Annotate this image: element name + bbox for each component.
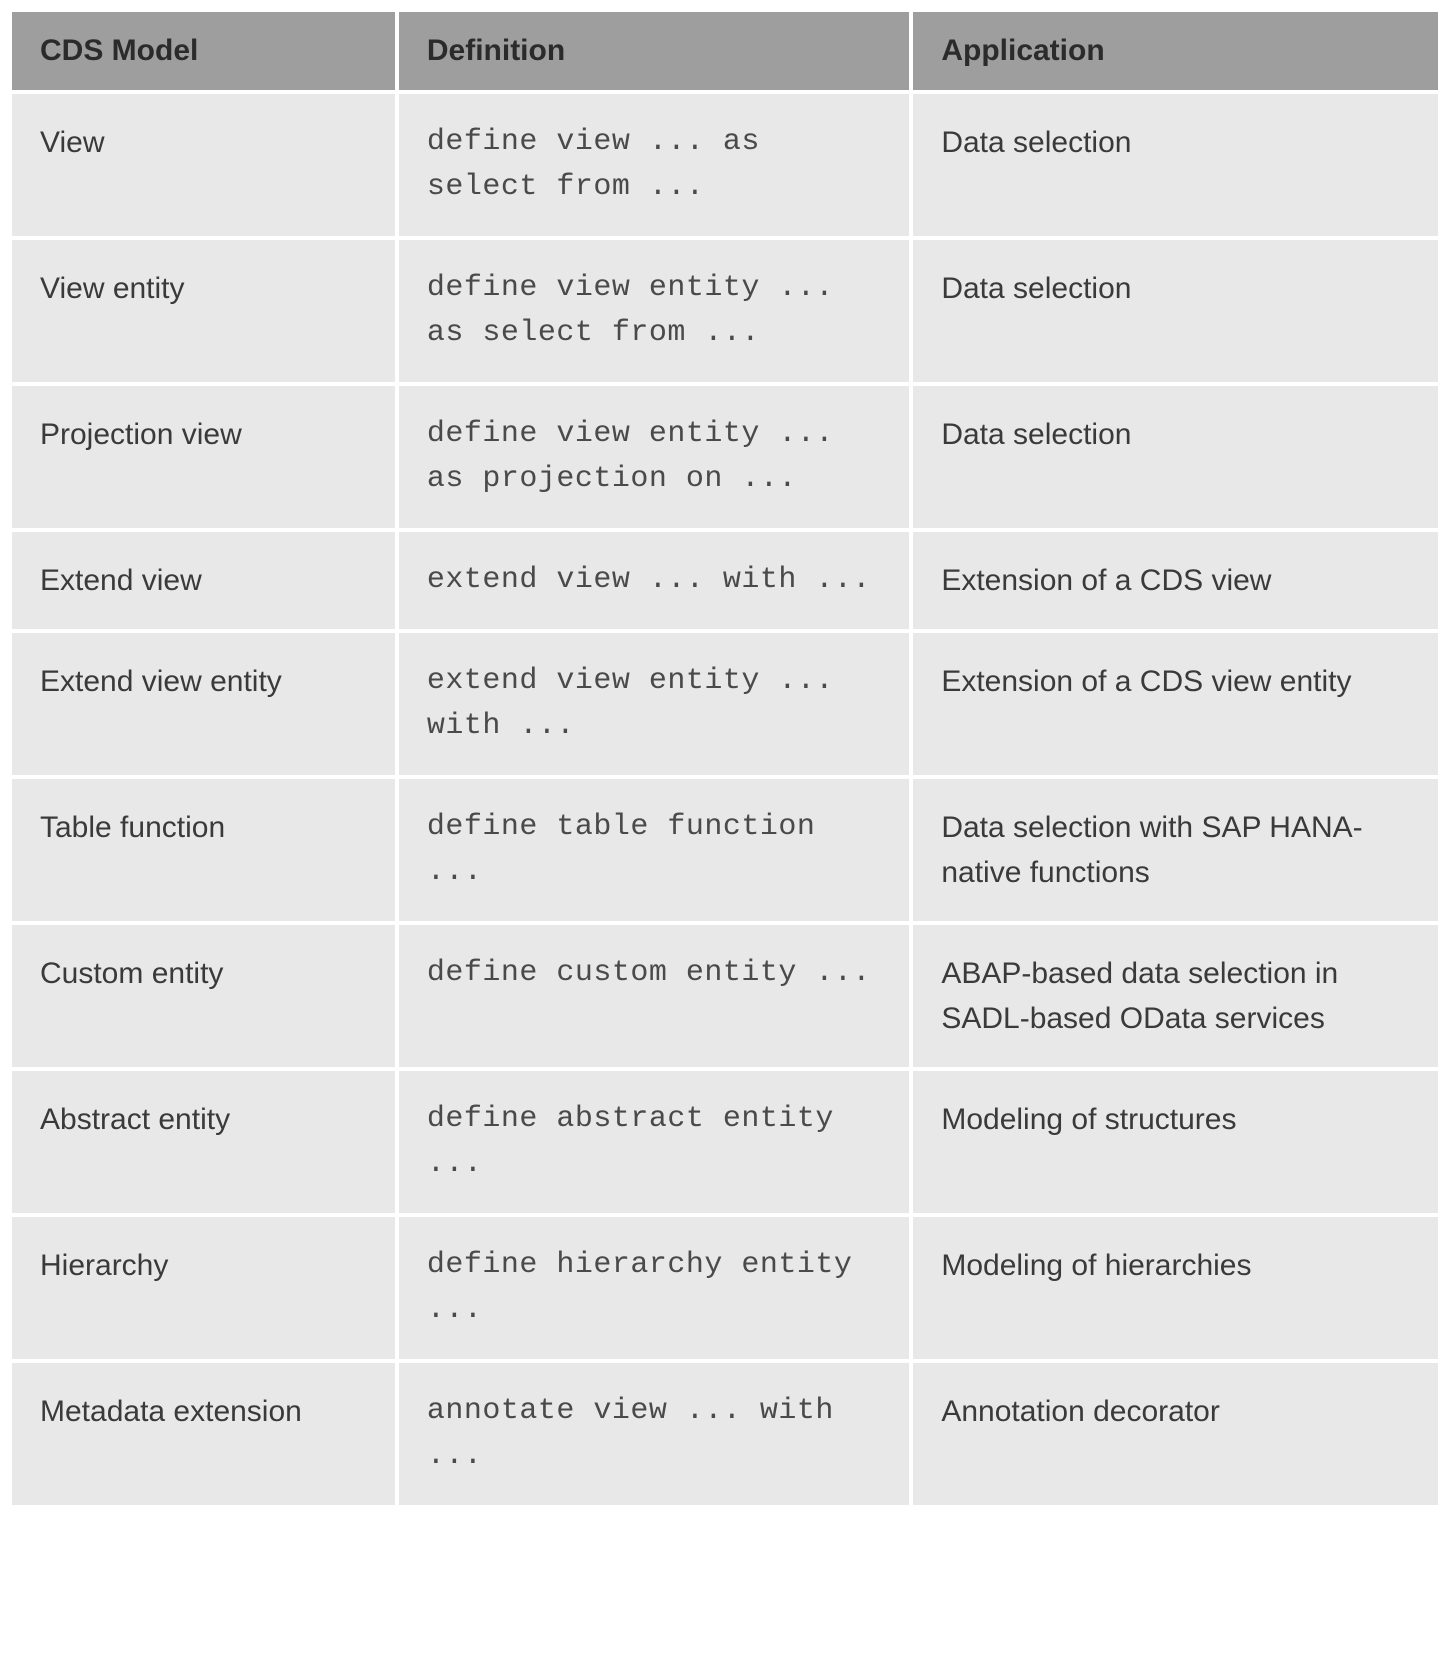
table-row: View define view ... as select from ... … — [12, 94, 1438, 236]
cell-application: Data selection — [913, 386, 1438, 528]
cell-application: Annotation decorator — [913, 1363, 1438, 1505]
cell-application: Modeling of structures — [913, 1071, 1438, 1213]
cell-definition: define abstract entity ... — [399, 1071, 909, 1213]
cell-application: Data selection with SAP HANA-native func… — [913, 779, 1438, 921]
cell-definition: define view entity ... as select from ..… — [399, 240, 909, 382]
cell-model: Extend view entity — [12, 633, 395, 775]
table-row: Table function define table function ...… — [12, 779, 1438, 921]
cell-application: ABAP-based data selection in SADL-based … — [913, 925, 1438, 1067]
table-row: View entity define view entity ... as se… — [12, 240, 1438, 382]
cds-model-table: CDS Model Definition Application View de… — [8, 8, 1442, 1509]
cell-definition: define view ... as select from ... — [399, 94, 909, 236]
cell-model: Table function — [12, 779, 395, 921]
cell-application: Extension of a CDS view — [913, 532, 1438, 629]
cell-definition: define table function ... — [399, 779, 909, 921]
cell-model: Abstract entity — [12, 1071, 395, 1213]
header-definition: Definition — [399, 12, 909, 90]
cell-model: Hierarchy — [12, 1217, 395, 1359]
cell-model: View — [12, 94, 395, 236]
cell-definition: define hierarchy entity ... — [399, 1217, 909, 1359]
table-row: Extend view extend view ... with ... Ext… — [12, 532, 1438, 629]
cell-definition: annotate view ... with ... — [399, 1363, 909, 1505]
cell-model: Extend view — [12, 532, 395, 629]
cell-definition: extend view ... with ... — [399, 532, 909, 629]
cell-model: View entity — [12, 240, 395, 382]
cell-definition: define custom entity ... — [399, 925, 909, 1067]
table-row: Extend view entity extend view entity ..… — [12, 633, 1438, 775]
cell-application: Modeling of hierarchies — [913, 1217, 1438, 1359]
header-cds-model: CDS Model — [12, 12, 395, 90]
cell-model: Projection view — [12, 386, 395, 528]
cell-model: Metadata extension — [12, 1363, 395, 1505]
table-header-row: CDS Model Definition Application — [12, 12, 1438, 90]
cell-model: Custom entity — [12, 925, 395, 1067]
table-body: View define view ... as select from ... … — [12, 94, 1438, 1505]
header-application: Application — [913, 12, 1438, 90]
table-row: Abstract entity define abstract entity .… — [12, 1071, 1438, 1213]
table-row: Projection view define view entity ... a… — [12, 386, 1438, 528]
cell-definition: define view entity ... as projection on … — [399, 386, 909, 528]
cell-application: Extension of a CDS view entity — [913, 633, 1438, 775]
cell-application: Data selection — [913, 240, 1438, 382]
table-row: Hierarchy define hierarchy entity ... Mo… — [12, 1217, 1438, 1359]
table-row: Custom entity define custom entity ... A… — [12, 925, 1438, 1067]
cds-model-table-container: CDS Model Definition Application View de… — [8, 8, 1442, 1509]
cell-application: Data selection — [913, 94, 1438, 236]
cell-definition: extend view entity ... with ... — [399, 633, 909, 775]
table-row: Metadata extension annotate view ... wit… — [12, 1363, 1438, 1505]
